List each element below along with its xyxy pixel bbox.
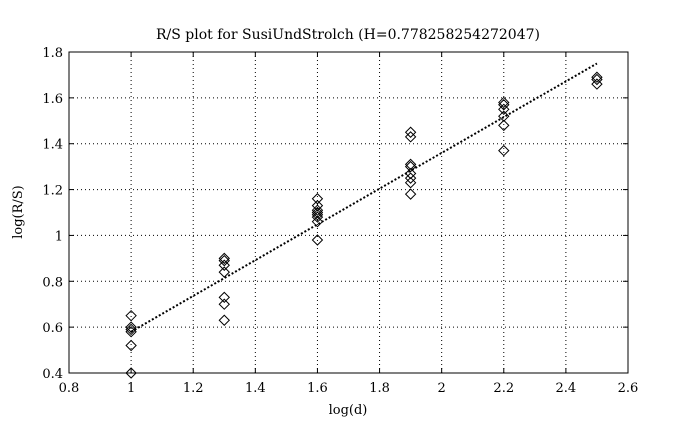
x-tick-label: 0.8	[59, 381, 80, 396]
x-tick-label: 1.2	[183, 381, 204, 396]
data-point	[311, 199, 324, 212]
y-tick-label: 1.8	[42, 46, 63, 61]
points-layer	[125, 71, 603, 379]
data-point	[218, 298, 230, 310]
x-tick-label: 2.4	[556, 381, 577, 396]
data-point	[591, 73, 603, 86]
fit-line	[130, 62, 598, 333]
data-point	[311, 215, 324, 228]
x-tick-label: 2	[438, 381, 446, 396]
y-tick-label: 0.8	[42, 275, 63, 290]
data-point	[498, 103, 510, 116]
data-point	[125, 323, 137, 336]
y-tick-label: 0.4	[42, 367, 63, 382]
data-point	[498, 119, 510, 132]
data-point	[498, 110, 510, 122]
y-axis-label: log(R/S)	[11, 185, 26, 239]
data-point	[218, 254, 230, 267]
data-point	[404, 158, 417, 171]
data-point	[218, 314, 230, 326]
data-point	[591, 78, 603, 90]
data-point	[218, 291, 230, 304]
grid-layer	[68, 51, 629, 374]
data-point	[218, 259, 230, 271]
data-point	[311, 211, 324, 223]
data-point	[311, 193, 324, 205]
x-tick-label: 1	[127, 381, 135, 396]
x-tick-label: 1.8	[369, 381, 390, 396]
data-point	[404, 188, 417, 200]
data-point	[125, 326, 137, 338]
data-point	[498, 99, 510, 111]
data-point	[218, 266, 230, 278]
data-point	[311, 234, 324, 246]
data-point	[404, 176, 417, 189]
data-point	[311, 209, 324, 221]
y-tick-label: 1.6	[42, 92, 63, 107]
fit-line-layer	[130, 62, 598, 333]
x-tick-labels: 0.8 1 1.2 1.4 1.6 1.8 2 2.2 2.4 2.6	[59, 381, 639, 396]
data-point	[125, 367, 137, 379]
data-point	[125, 339, 137, 352]
y-tick-label: 1	[55, 229, 63, 244]
y-tick-label: 1.4	[42, 138, 63, 153]
data-point	[404, 160, 417, 173]
y-tick-label: 0.6	[42, 321, 63, 336]
data-point	[404, 126, 417, 138]
data-point	[498, 144, 510, 157]
data-point	[404, 172, 417, 184]
data-point	[311, 206, 324, 219]
chart-title: R/S plot for SusiUndStrolch (H=0.7782582…	[156, 27, 540, 43]
y-tick-label: 1.2	[42, 184, 63, 199]
x-tick-label: 1.4	[245, 381, 266, 396]
data-point	[498, 96, 510, 109]
y-tick-labels: 0.4 0.6 0.8 1 1.2 1.4 1.6 1.8	[42, 46, 63, 382]
data-point	[591, 71, 603, 83]
x-axis-label: log(d)	[329, 403, 368, 418]
data-point	[311, 204, 324, 216]
data-point	[125, 321, 137, 333]
x-tick-label: 1.6	[307, 381, 328, 396]
data-point	[125, 309, 137, 322]
x-tick-label: 2.6	[618, 381, 639, 396]
x-tick-label: 2.2	[493, 381, 514, 396]
data-point	[218, 252, 230, 265]
data-point	[404, 131, 417, 143]
plot-frame	[68, 51, 629, 374]
data-point	[404, 167, 417, 180]
